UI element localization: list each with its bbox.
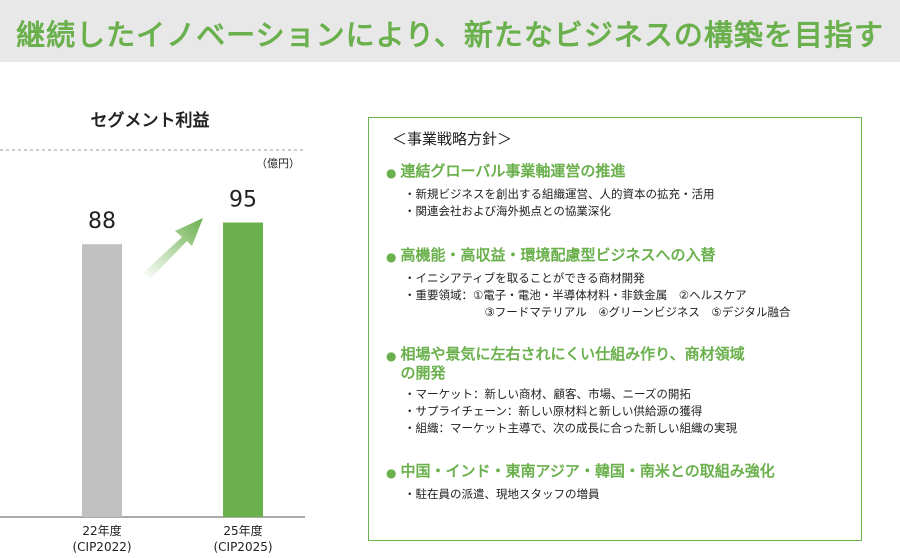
strategy-panel: ＜事業戦略方針＞ ● 連結グローバル事業軸運営の推進 ・新規ビジネスを創出する組織運… (368, 117, 862, 541)
growth-arrow-icon (143, 218, 203, 279)
section-line: ・関連会社および海外拠点との協業深化 (404, 204, 611, 218)
unit-label: （億円） (256, 157, 300, 170)
section-line: ・イニシアティブを取ることができる商材開発 (404, 271, 645, 285)
value-label: 95 (229, 188, 257, 213)
category-label: (CIP2025) (213, 540, 272, 554)
section-heading-text: 高機能・高収益・環境配慮型ビジネスへの入替 (400, 246, 715, 265)
strategy-section: ● 連結グローバル事業軸運営の推進・新規ビジネスを創出する組織運営、人的資本の拡充… (386, 162, 856, 220)
section-heading-text: 相場や景気に左右されにくい仕組み作り、商材領域 の開発 (400, 345, 744, 383)
section-line: ③フードマテリアル ④グリーンビジネス ⑤デジタル融合 (404, 305, 791, 319)
section-line: ・組織：マーケット主導で、次の成長に合った新しい組織の実現 (404, 421, 738, 435)
section-line: ・新規ビジネスを創出する組織運営、人的資本の拡充・活用 (404, 187, 715, 201)
bullet-icon: ● (386, 466, 397, 480)
bullet-icon: ● (386, 349, 397, 363)
section-line: ・重要領域：①電子・電池・半導体材料・非鉄金属 ②ヘルスケア (404, 288, 747, 302)
section-heading-line: 高機能・高収益・環境配慮型ビジネスへの入替 (400, 246, 716, 264)
bar-25年度 (223, 222, 263, 517)
category-label: 22年度 (82, 523, 121, 538)
section-heading-line: 連結グローバル事業軸運営の推進 (400, 162, 626, 180)
section-line: ・マーケット：新しい商材、顧客、市場、ニーズの開拓 (404, 387, 691, 401)
section-heading: ● 中国・インド・東南アジア・韓国・南米との取組み強化 (386, 462, 856, 483)
section-heading-text: 中国・インド・東南アジア・韓国・南米との取組み強化 (400, 462, 774, 481)
section-heading-line: の開発 (400, 364, 446, 382)
category-label: 25年度 (223, 523, 262, 538)
strategy-section: ● 相場や景気に左右されにくい仕組み作り、商材領域 の開発・マーケット：新しい商材、… (386, 345, 856, 437)
page-title: 継続したイノベーションにより、新たなビジネスの構築を目指す (16, 18, 884, 52)
bar-22年度 (82, 244, 122, 517)
section-line: ・サプライチェーン：新しい原材料と新しい供給源の獲得 (404, 404, 703, 418)
section-heading-line: 中国・インド・東南アジア・韓国・南米との取組み強化 (400, 462, 775, 480)
section-heading: ● 高機能・高収益・環境配慮型ビジネスへの入替 (386, 246, 856, 267)
section-heading: ● 連結グローバル事業軸運営の推進 (386, 162, 856, 183)
section-heading: ● 相場や景気に左右されにくい仕組み作り、商材領域 の開発 (386, 345, 856, 383)
segment-profit-chart: （億円） 88 22年度 (CIP2022) 95 25年度 (CIP2025) (0, 149, 305, 554)
strategy-section: ● 高機能・高収益・環境配慮型ビジネスへの入替・イニシアティブを取ることができる商… (386, 246, 856, 321)
section-heading-text: 連結グローバル事業軸運営の推進 (400, 162, 625, 181)
title-band (0, 0, 900, 62)
chart-title: セグメント利益 (90, 111, 210, 131)
strategy-heading: ＜事業戦略方針＞ (392, 130, 513, 148)
value-label: 88 (88, 209, 116, 234)
section-heading-line: 相場や景気に左右されにくい仕組み作り、商材領域 (400, 345, 745, 363)
bullet-icon: ● (386, 250, 397, 264)
bullet-icon: ● (386, 166, 397, 180)
section-line: ・駐在員の派遣、現地スタッフの増員 (404, 487, 600, 501)
strategy-section: ● 中国・インド・東南アジア・韓国・南米との取組み強化・駐在員の派遣、現地スタッフ… (386, 462, 856, 503)
category-label: (CIP2022) (72, 540, 131, 554)
